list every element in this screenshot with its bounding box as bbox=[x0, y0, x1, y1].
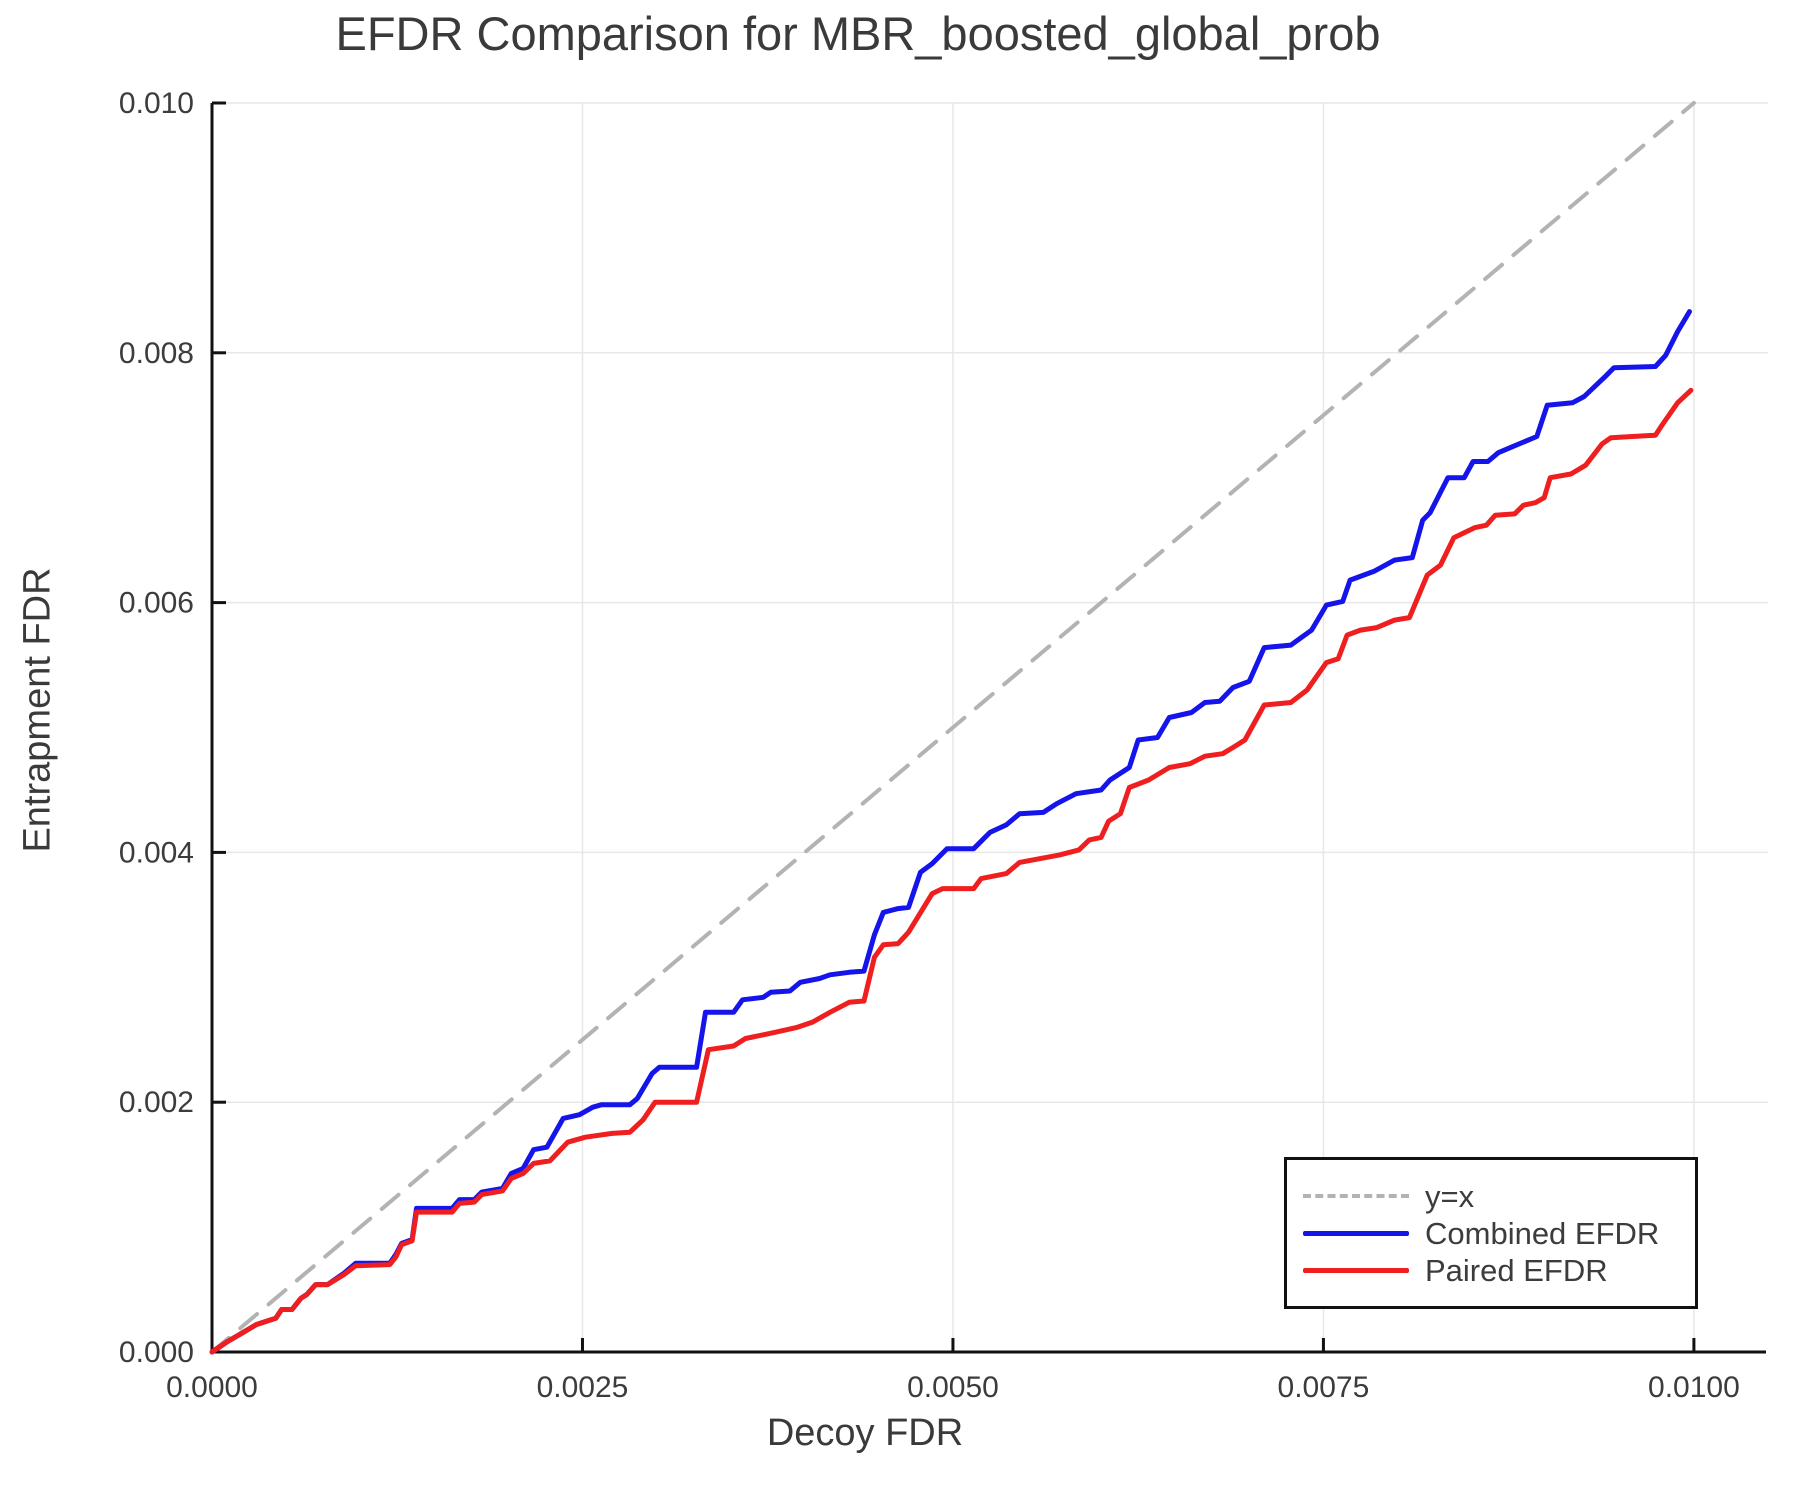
y-axis-label: Entrapment FDR bbox=[16, 567, 59, 853]
y-tick-label: 0.000 bbox=[119, 1336, 194, 1369]
legend-label-y-equals-x: y=x bbox=[1425, 1178, 1475, 1214]
y-equals-x-line-swatch bbox=[1303, 1194, 1409, 1198]
x-tick-label: 0.0025 bbox=[537, 1371, 629, 1404]
chart-title: EFDR Comparison for MBR_boosted_global_p… bbox=[335, 7, 1381, 60]
y-tick-label: 0.008 bbox=[119, 337, 194, 370]
paired-efdr-line-swatch bbox=[1303, 1267, 1409, 1273]
legend: y=x Combined EFDR Paired EFDR bbox=[1284, 1157, 1698, 1309]
y-tick-label: 0.006 bbox=[119, 587, 194, 620]
legend-row-combined-efdr: Combined EFDR bbox=[1303, 1215, 1695, 1252]
legend-row-y-equals-x: y=x bbox=[1303, 1178, 1695, 1215]
y-tick-label: 0.002 bbox=[119, 1086, 194, 1119]
legend-label-combined-efdr: Combined EFDR bbox=[1425, 1215, 1660, 1251]
legend-label-paired-efdr: Paired EFDR bbox=[1425, 1252, 1608, 1288]
paired-efdr-line bbox=[209, 387, 1694, 1355]
y-tick-label: 0.004 bbox=[119, 836, 194, 869]
x-tick-label: 0.0100 bbox=[1648, 1371, 1740, 1404]
x-axis-label: Decoy FDR bbox=[766, 1412, 964, 1454]
y-tick-label: 0.010 bbox=[119, 87, 194, 120]
combined-efdr-line-swatch bbox=[1303, 1230, 1409, 1236]
y-x-line bbox=[210, 101, 1696, 1354]
x-tick-label: 0.0075 bbox=[1278, 1371, 1370, 1404]
x-tick-label: 0.0000 bbox=[166, 1371, 258, 1404]
x-tick-label: 0.0050 bbox=[907, 1371, 999, 1404]
legend-row-paired-efdr: Paired EFDR bbox=[1303, 1252, 1695, 1289]
